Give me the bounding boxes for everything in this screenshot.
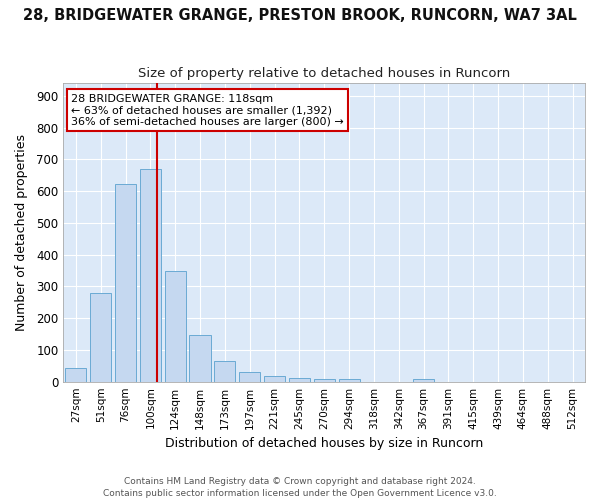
Bar: [314, 378, 335, 382]
Text: Contains HM Land Registry data © Crown copyright and database right 2024.
Contai: Contains HM Land Registry data © Crown c…: [103, 476, 497, 498]
Bar: [338, 378, 359, 382]
X-axis label: Distribution of detached houses by size in Runcorn: Distribution of detached houses by size …: [165, 437, 484, 450]
Bar: [190, 334, 211, 382]
Y-axis label: Number of detached properties: Number of detached properties: [15, 134, 28, 331]
Bar: [164, 271, 186, 382]
Bar: [413, 379, 434, 382]
Bar: [214, 361, 235, 382]
Text: 28 BRIDGEWATER GRANGE: 118sqm
← 63% of detached houses are smaller (1,392)
36% o: 28 BRIDGEWATER GRANGE: 118sqm ← 63% of d…: [71, 94, 344, 126]
Title: Size of property relative to detached houses in Runcorn: Size of property relative to detached ho…: [138, 68, 511, 80]
Bar: [264, 376, 285, 382]
Bar: [140, 169, 161, 382]
Bar: [115, 184, 136, 382]
Bar: [239, 372, 260, 382]
Bar: [90, 292, 111, 382]
Text: 28, BRIDGEWATER GRANGE, PRESTON BROOK, RUNCORN, WA7 3AL: 28, BRIDGEWATER GRANGE, PRESTON BROOK, R…: [23, 8, 577, 22]
Bar: [65, 368, 86, 382]
Bar: [289, 378, 310, 382]
